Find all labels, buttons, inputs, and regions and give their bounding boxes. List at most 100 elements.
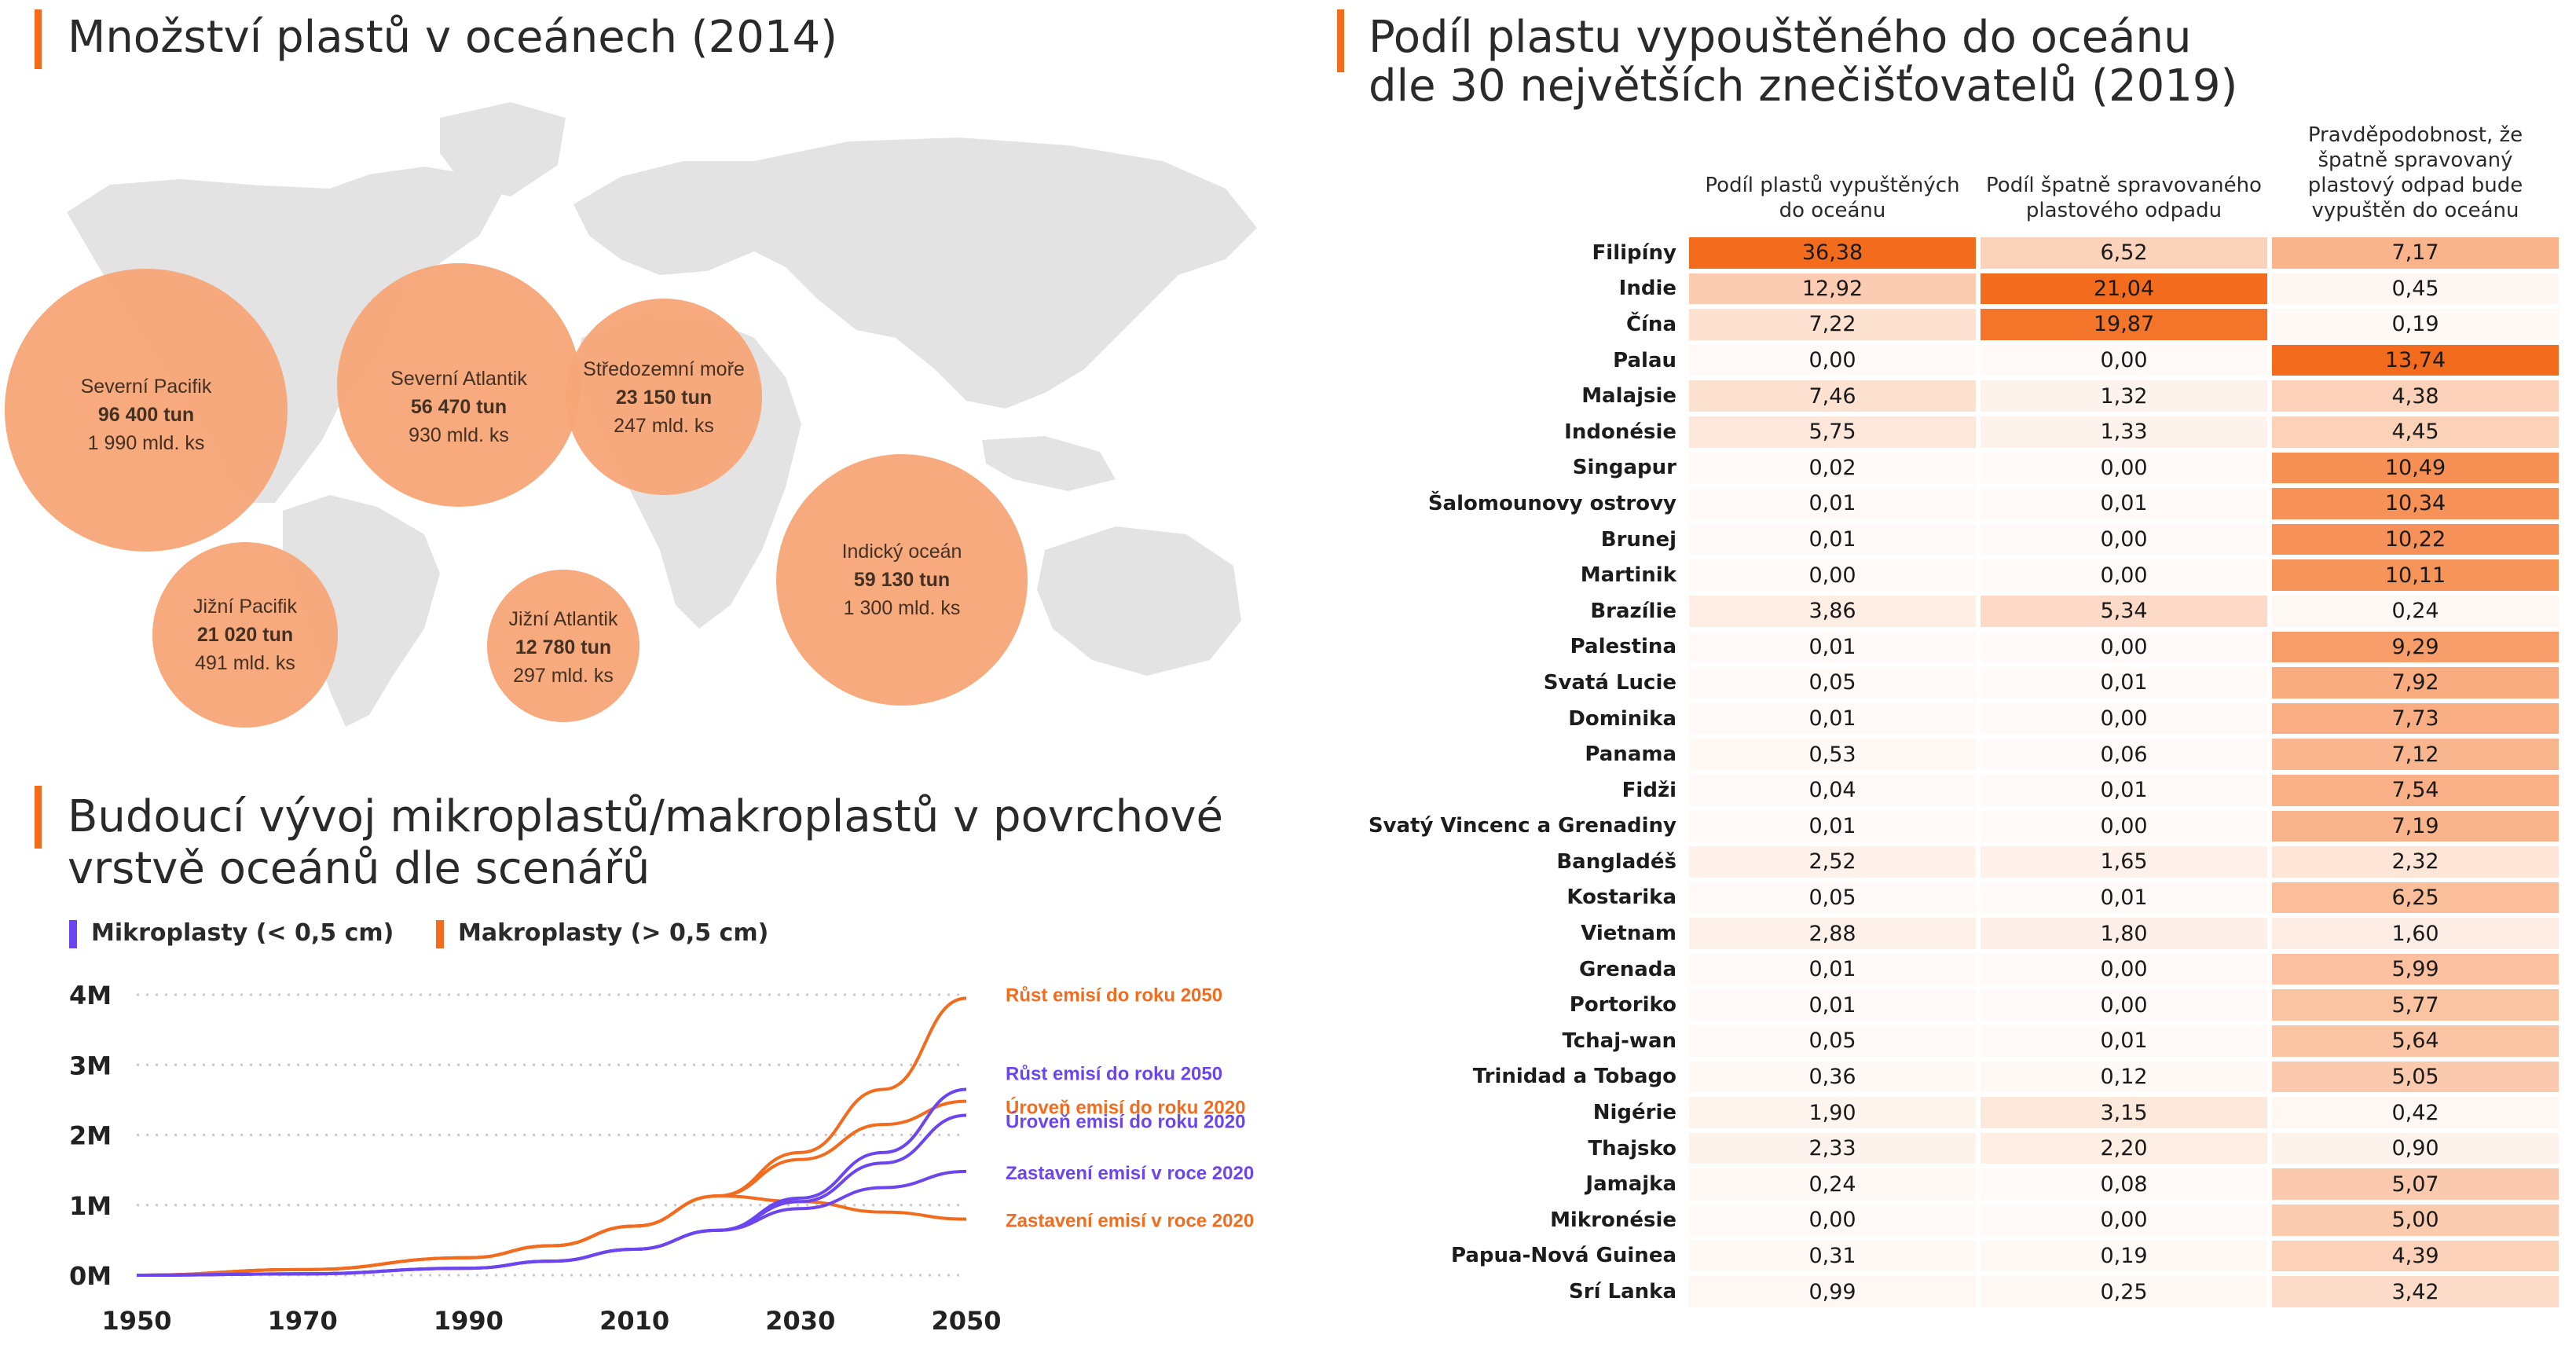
legend-swatch-micro bbox=[69, 919, 77, 948]
table-cell-value: 0,00 bbox=[1689, 345, 1976, 376]
bubble-label: Jižní Atlantik bbox=[509, 608, 618, 630]
table-cell-value: 3,42 bbox=[2272, 1276, 2559, 1307]
table-row: Svatý Vincenc a Grenadiny 0,01 0,00 7,19 bbox=[1309, 810, 2559, 842]
table-cell-country: Thajsko bbox=[1588, 1136, 1676, 1160]
table-row: Svatá Lucie 0,05 0,01 7,92 bbox=[1309, 667, 2559, 698]
table-header-col1: Podíl plastů vypuštěných do oceánu bbox=[1705, 174, 1960, 222]
table-cell-value: 1,32 bbox=[1981, 380, 2267, 412]
x-tick-label: 1990 bbox=[434, 1306, 504, 1336]
table-row: Dominika 0,01 0,00 7,73 bbox=[1309, 702, 2559, 735]
table-cell-value: 4,45 bbox=[2272, 416, 2559, 448]
table-cell-value: 7,19 bbox=[2272, 810, 2559, 842]
bubble-tons: 12 780 tun bbox=[515, 636, 611, 658]
table-cell-value: 5,05 bbox=[2272, 1061, 2559, 1093]
australia-shape bbox=[1037, 526, 1241, 676]
table-row: Martinik 0,00 0,00 10,11 bbox=[1309, 559, 2559, 591]
bubble-indian-ocean: Indický oceán 59 130 tun 1 300 mld. ks bbox=[776, 454, 1028, 706]
bubble-count: 297 mld. ks bbox=[513, 665, 614, 687]
map-title: Množství plastů v oceánech (2014) bbox=[68, 12, 837, 63]
table-cell-value: 3,86 bbox=[1689, 595, 1976, 627]
line-chart-series bbox=[136, 996, 967, 1277]
table-cell-value: 0,19 bbox=[1981, 1240, 2267, 1272]
line-chart-series-labels: Růst emisí do roku 2050 Úroveň emisí do r… bbox=[1006, 984, 1254, 1231]
table-cell-country: Singapur bbox=[1572, 456, 1676, 480]
bubble-count: 247 mld. ks bbox=[614, 415, 714, 437]
table-cell-country: Fidži bbox=[1621, 778, 1676, 802]
table-cell-value: 12,92 bbox=[1689, 273, 1976, 305]
table-row: Vietnam 2,88 1,80 1,60 bbox=[1309, 918, 2559, 949]
table-row: Jamajka 0,24 0,08 5,07 bbox=[1309, 1168, 2559, 1201]
y-tick-label: 4M bbox=[69, 981, 112, 1010]
table-cell-country: Papua-Nová Guinea bbox=[1451, 1244, 1676, 1268]
world-map: Severní Pacifik 96 400 tun 1 990 mld. ks… bbox=[5, 102, 1257, 728]
table-cell-value: 7,92 bbox=[2272, 667, 2559, 698]
table-cell-value: 7,73 bbox=[2272, 702, 2559, 735]
table-cell-value: 13,74 bbox=[2272, 344, 2559, 376]
table-cell-value: 1,80 bbox=[1981, 918, 2267, 949]
table-cell-country: Palau bbox=[1613, 348, 1676, 372]
table-row: Srí Lanka 0,99 0,25 3,42 bbox=[1309, 1276, 2559, 1307]
table-title-line2: dle 30 největších znečišťovatelů (2019) bbox=[1369, 60, 2238, 112]
line-chart: 0M 1M 2M 3M 4M 1950 1970 1990 2010 2030 2050 Růst… bbox=[69, 981, 1254, 1336]
table-cell-value: 0,90 bbox=[2272, 1132, 2559, 1164]
table-cell-country: Svatý Vincenc a Grenadiny bbox=[1368, 814, 1676, 838]
table-cell-value: 6,52 bbox=[1981, 237, 2267, 269]
bubble-count: 1 300 mld. ks bbox=[844, 597, 961, 619]
southeast-asia-islands-shape bbox=[982, 436, 1116, 491]
table-cell-value: 1,60 bbox=[2272, 918, 2559, 949]
table-cell-value: 7,46 bbox=[1689, 380, 1976, 412]
table-cell-country: Portoriko bbox=[1569, 993, 1676, 1018]
table-cell-country: Kostarika bbox=[1566, 886, 1676, 910]
table-row: Trinidad a Tobago 0,36 0,12 5,05 bbox=[1309, 1061, 2559, 1093]
table-cell-value: 0,05 bbox=[1689, 667, 1976, 698]
table-title-line1: Podíl plastu vypouštěného do oceánu bbox=[1369, 12, 2192, 63]
table-title-accent bbox=[1337, 9, 1344, 72]
table-row: Thajsko 2,33 2,20 0,90 bbox=[1309, 1132, 2559, 1164]
bubble-tons: 59 130 tun bbox=[854, 569, 950, 591]
table-cell-value: 0,01 bbox=[1689, 632, 1976, 663]
series-label: Růst emisí do roku 2050 bbox=[1006, 1063, 1222, 1084]
x-tick-label: 1950 bbox=[101, 1306, 171, 1336]
table-cell-country: Trinidad a Tobago bbox=[1472, 1065, 1676, 1089]
table-row: Portoriko 0,01 0,00 5,77 bbox=[1309, 989, 2559, 1021]
table-header-col3: Pravděpodobnost, že špatně spravovaný pl… bbox=[2307, 123, 2523, 222]
table-cell-value: 0,00 bbox=[1689, 559, 1976, 591]
table-cell-value: 0,02 bbox=[1689, 453, 1976, 484]
table-cell-value: 0,01 bbox=[1689, 488, 1976, 519]
line-chart-y-axis: 0M 1M 2M 3M 4M bbox=[69, 981, 112, 1291]
table-cell-country: Dominika bbox=[1568, 706, 1676, 731]
table-cell-value: 0,00 bbox=[1981, 453, 2267, 484]
table-cell-value: 10,49 bbox=[2272, 452, 2559, 484]
table-cell-value: 2,52 bbox=[1689, 846, 1976, 878]
table-cell-value: 0,36 bbox=[1689, 1061, 1976, 1093]
table-cell-value: 0,01 bbox=[1689, 524, 1976, 556]
table-cell-value: 10,34 bbox=[2272, 488, 2559, 519]
table-cell-value: 1,65 bbox=[1981, 846, 2267, 878]
table-cell-value: 0,99 bbox=[1689, 1276, 1976, 1307]
bubble-tons: 21 020 tun bbox=[197, 624, 293, 646]
series-label: Zastavení emisí v roce 2020 bbox=[1006, 1163, 1254, 1184]
table-cell-value: 0,06 bbox=[1981, 739, 2267, 770]
series-label: Úroveň emisí do roku 2020 bbox=[1006, 1097, 1245, 1119]
table-row: Mikronésie 0,00 0,00 5,00 bbox=[1309, 1204, 2559, 1236]
table-cell-country: Palestina bbox=[1570, 635, 1676, 659]
table-row: Grenada 0,01 0,00 5,99 bbox=[1309, 953, 2559, 985]
table-cell-value: 2,32 bbox=[2272, 846, 2559, 878]
table-cell-value: 0,12 bbox=[1981, 1061, 2267, 1093]
line-title-line2: vrstvě oceánů dle scenářů bbox=[68, 843, 650, 894]
bubble-label: Jižní Pacifik bbox=[193, 596, 297, 618]
table-row: Indie 12,92 21,04 0,45 bbox=[1309, 273, 2559, 305]
table-cell-country: Jamajka bbox=[1585, 1172, 1676, 1197]
table-cell-value: 0,00 bbox=[1981, 559, 2267, 591]
legend-swatch-macro bbox=[436, 919, 444, 948]
bubble-mediterranean: Středozemní moře 23 150 tun 247 mld. ks bbox=[566, 299, 762, 495]
table-cell-value: 0,00 bbox=[1981, 989, 2267, 1021]
series-label: Zastavení emisí v roce 2020 bbox=[1006, 1211, 1254, 1232]
y-tick-label: 2M bbox=[69, 1121, 112, 1151]
table-row: Brazílie 3,86 5,34 0,24 bbox=[1309, 595, 2559, 627]
asia-shape bbox=[754, 138, 1257, 409]
europe-shape bbox=[573, 161, 793, 275]
table-cell-value: 9,29 bbox=[2272, 631, 2559, 663]
table-cell-value: 0,53 bbox=[1689, 739, 1976, 770]
y-tick-label: 0M bbox=[69, 1261, 112, 1291]
